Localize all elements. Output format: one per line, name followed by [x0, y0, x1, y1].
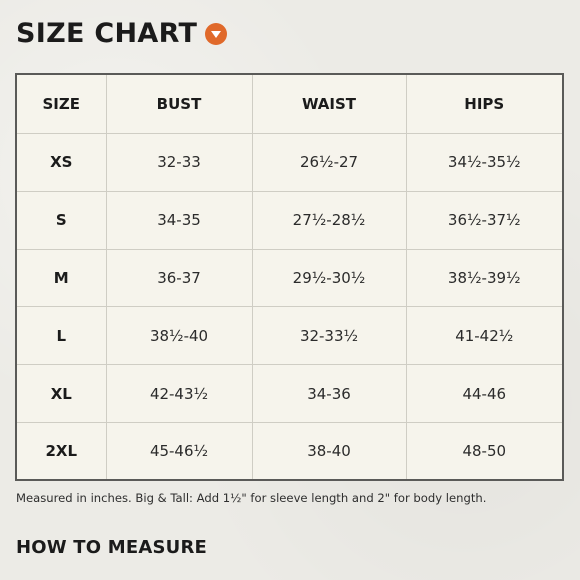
size-cell: XS — [17, 133, 107, 192]
column-header-waist: WAIST — [251, 75, 407, 134]
size-cell: L — [17, 306, 107, 366]
column-header-size: SIZE — [17, 75, 107, 134]
waist-cell: 26½-27 — [251, 133, 407, 192]
column-header-hips: HIPS — [405, 75, 562, 134]
bust-cell: 36-37 — [105, 248, 253, 308]
waist-cell: 34-36 — [251, 364, 407, 424]
waist-cell: 38-40 — [251, 422, 407, 479]
page-title: SIZE CHART — [16, 18, 198, 49]
hips-cell: 38½-39½ — [405, 248, 562, 308]
hips-cell: 41-42½ — [405, 306, 562, 366]
bust-cell: 42-43½ — [105, 364, 253, 424]
table-row: S 34-35 27½-28½ 36½-37½ — [17, 190, 562, 250]
measurement-note: Measured in inches. Big & Tall: Add 1½" … — [16, 491, 487, 505]
bust-cell: 34-35 — [105, 190, 253, 250]
header-row: SIZE BUST WAIST HIPS — [17, 75, 562, 134]
hips-cell: 48-50 — [405, 422, 562, 479]
how-to-measure-heading: HOW TO MEASURE — [16, 537, 208, 558]
bust-cell: 32-33 — [105, 133, 253, 192]
size-cell: S — [17, 190, 107, 250]
hips-cell: 34½-35½ — [405, 133, 562, 192]
table-row: XS 32-33 26½-27 34½-35½ — [17, 133, 562, 192]
bust-cell: 45-46½ — [105, 422, 253, 479]
table-row: M 36-37 29½-30½ 38½-39½ — [17, 248, 562, 308]
table-row: 2XL 45-46½ 38-40 48-50 — [17, 422, 562, 479]
table-row: L 38½-40 32-33½ 41-42½ — [17, 306, 562, 366]
hips-cell: 36½-37½ — [405, 190, 562, 250]
waist-cell: 27½-28½ — [251, 190, 407, 250]
title-row: SIZE CHART — [16, 18, 228, 49]
size-chart-table: SIZE BUST WAIST HIPS XS 32-33 26½-27 34½… — [15, 73, 564, 481]
bust-cell: 38½-40 — [105, 306, 253, 366]
waist-cell: 32-33½ — [251, 306, 407, 366]
waist-cell: 29½-30½ — [251, 248, 407, 308]
chevron-down-icon[interactable] — [205, 22, 228, 45]
size-cell: 2XL — [17, 422, 107, 479]
hips-cell: 44-46 — [405, 364, 562, 424]
table-row: XL 42-43½ 34-36 44-46 — [17, 364, 562, 424]
size-cell: XL — [17, 364, 107, 424]
size-cell: M — [17, 248, 107, 308]
column-header-bust: BUST — [105, 75, 253, 134]
